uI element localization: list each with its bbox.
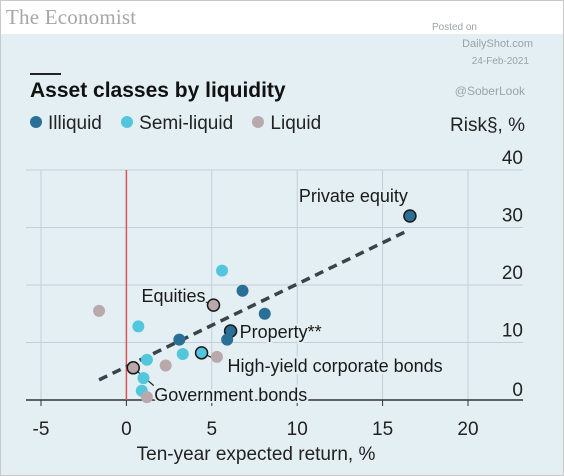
liquid-point bbox=[210, 350, 223, 363]
semi-liquid-point bbox=[216, 264, 229, 277]
illiquid-point bbox=[173, 333, 186, 346]
annotation-label: Property** bbox=[240, 322, 322, 342]
y-axis-label: Risk§, % bbox=[450, 115, 525, 136]
x-tick-label: 20 bbox=[457, 419, 478, 440]
illiquid-point bbox=[403, 209, 417, 223]
legend-label-liquid: Liquid bbox=[270, 113, 322, 134]
illiquid-point bbox=[221, 333, 234, 346]
title-rule bbox=[30, 73, 61, 75]
annotation-label: Equities bbox=[141, 286, 205, 306]
illiquid-point bbox=[236, 284, 249, 297]
liquid-point bbox=[140, 391, 153, 404]
watermark-handle: @SoberLook bbox=[454, 84, 525, 98]
chart-title: Asset classes by liquidity bbox=[30, 79, 286, 102]
annotation-label: Private equity bbox=[299, 186, 408, 206]
annotation-label: Government bonds bbox=[154, 385, 307, 405]
header-bar: The Economist bbox=[1, 1, 563, 34]
y-tick-label: 40 bbox=[502, 148, 523, 169]
semi-liquid-point bbox=[137, 372, 150, 385]
y-tick-label: 20 bbox=[502, 263, 523, 284]
x-tick-label: 15 bbox=[372, 419, 393, 440]
legend-label-illiquid: Illiquid bbox=[48, 113, 102, 134]
liquid-point bbox=[206, 298, 221, 312]
watermark-date: 24-Feb-2021 bbox=[471, 56, 529, 67]
semi-liquid-point bbox=[140, 353, 153, 366]
brand-logo: The Economist bbox=[6, 5, 137, 29]
legend-dot-liquid bbox=[252, 116, 265, 128]
x-tick-label: 0 bbox=[121, 419, 132, 440]
watermark-site: DailyShot.com bbox=[462, 38, 533, 50]
x-tick-label: -5 bbox=[33, 419, 50, 440]
x-tick-label: 10 bbox=[287, 419, 308, 440]
legend-label-semi-liquid: Semi-liquid bbox=[139, 113, 234, 134]
liquid-point bbox=[126, 361, 140, 375]
semi-liquid-point bbox=[176, 348, 189, 360]
legend: Illiquid Semi-liquid Liquid bbox=[30, 113, 335, 135]
liquid-point bbox=[93, 304, 106, 317]
watermark-posted-on: Posted on bbox=[431, 22, 477, 33]
y-tick-label: 10 bbox=[502, 321, 523, 342]
trend-line bbox=[98, 228, 409, 382]
semi-liquid-point bbox=[194, 346, 209, 360]
legend-dot-illiquid bbox=[30, 116, 42, 128]
annotation-label: High-yield corporate bonds bbox=[228, 356, 443, 376]
legend-item-semi-liquid: Semi-liquid bbox=[121, 113, 233, 135]
legend-item-illiquid: Illiquid bbox=[30, 113, 102, 135]
y-tick-label: 30 bbox=[502, 206, 523, 227]
illiquid-point bbox=[258, 307, 271, 320]
legend-dot-semi-liquid bbox=[121, 116, 134, 128]
y-tick-label: 0 bbox=[512, 380, 523, 401]
liquid-point bbox=[159, 359, 172, 372]
x-tick-label: 5 bbox=[207, 419, 218, 440]
legend-item-liquid: Liquid bbox=[252, 113, 321, 135]
x-axis-label: Ten-year expected return, % bbox=[136, 444, 376, 465]
semi-liquid-point bbox=[132, 320, 145, 333]
